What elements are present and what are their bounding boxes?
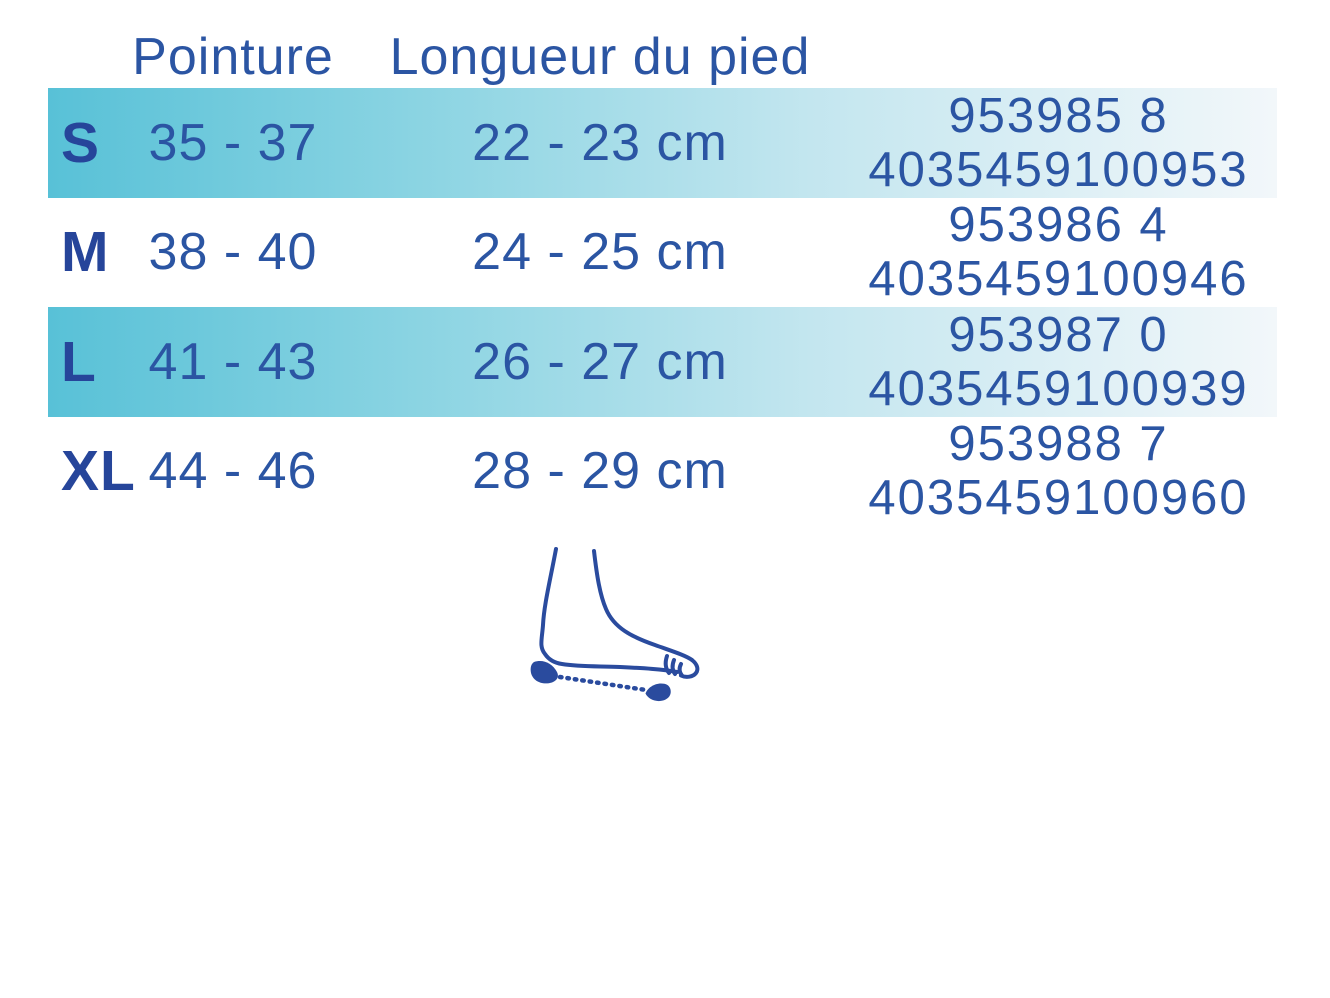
pointure-value: 41 - 43 bbox=[148, 332, 318, 391]
ean-code: 4035459100953 bbox=[868, 142, 1249, 197]
table-row-m: M 38 - 40 24 - 25 cm 953986 4 4035459100… bbox=[48, 198, 1277, 308]
product-codes: 953985 8 4035459100953 bbox=[840, 88, 1277, 198]
measure-dotted-line bbox=[557, 674, 649, 693]
product-codes: 953987 0 4035459100939 bbox=[840, 307, 1277, 417]
ean-code: 4035459100939 bbox=[868, 361, 1249, 416]
foot-length-value: 28 - 29 cm bbox=[472, 442, 728, 501]
size-label: L bbox=[61, 329, 97, 394]
pointure-value: 35 - 37 bbox=[148, 113, 318, 172]
table-row-s: S 35 - 37 22 - 23 cm 953985 8 4035459100… bbox=[48, 88, 1277, 198]
column-header-longueur: Longueur du pied bbox=[389, 28, 811, 86]
article-code: 953987 0 bbox=[948, 307, 1169, 362]
size-label: M bbox=[61, 220, 110, 285]
article-code: 953985 8 bbox=[948, 88, 1169, 143]
ean-code: 4035459100960 bbox=[868, 471, 1249, 526]
table-row-l: L 41 - 43 26 - 27 cm 953987 0 4035459100… bbox=[48, 307, 1277, 417]
foot-length-value: 24 - 25 cm bbox=[472, 223, 728, 282]
article-code: 953986 4 bbox=[948, 198, 1169, 253]
column-header-pointure: Pointure bbox=[132, 28, 334, 86]
table-row-xl: XL 44 - 46 28 - 29 cm 953988 7 403545910… bbox=[48, 417, 1277, 527]
foot-measurement-icon bbox=[530, 547, 700, 702]
heel-marker-dot bbox=[530, 661, 558, 684]
ean-code: 4035459100946 bbox=[868, 252, 1249, 307]
toe-marker-dot bbox=[645, 683, 671, 702]
product-codes: 953986 4 4035459100946 bbox=[840, 198, 1277, 308]
size-label: S bbox=[61, 110, 101, 175]
pointure-value: 38 - 40 bbox=[148, 223, 318, 282]
product-codes: 953988 7 4035459100960 bbox=[840, 417, 1277, 527]
foot-length-value: 22 - 23 cm bbox=[472, 113, 728, 172]
size-label: XL bbox=[61, 439, 136, 504]
article-code: 953988 7 bbox=[948, 417, 1169, 472]
foot-length-value: 26 - 27 cm bbox=[472, 332, 728, 391]
pointure-value: 44 - 46 bbox=[148, 442, 318, 501]
